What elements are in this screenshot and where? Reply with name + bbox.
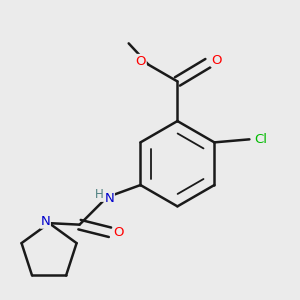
Text: H: H bbox=[95, 188, 104, 201]
Text: Cl: Cl bbox=[254, 133, 268, 146]
Text: N: N bbox=[40, 215, 50, 228]
Text: N: N bbox=[104, 192, 114, 205]
Text: O: O bbox=[211, 54, 222, 67]
Text: O: O bbox=[113, 226, 124, 239]
Text: O: O bbox=[136, 55, 146, 68]
